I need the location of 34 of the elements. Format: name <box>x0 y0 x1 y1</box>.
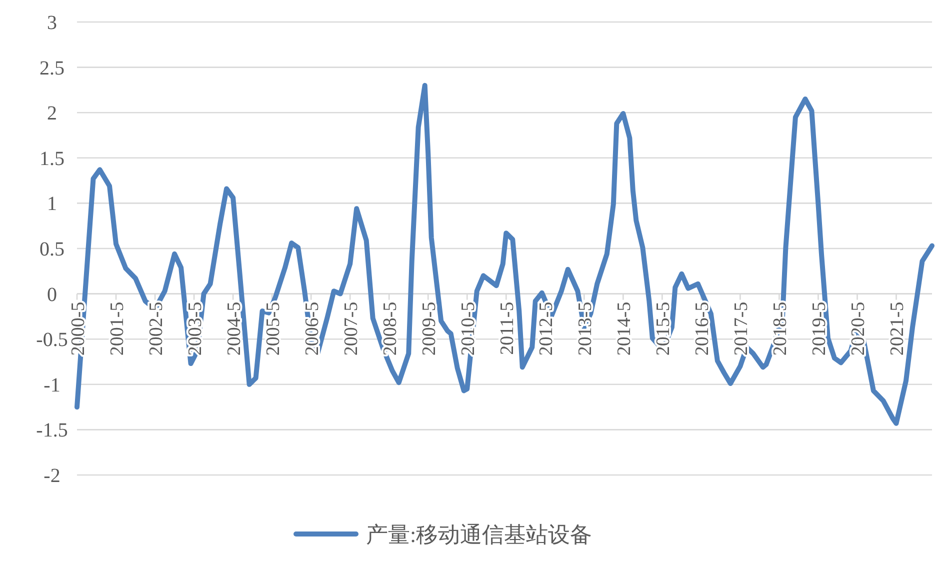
y-tick-label: -2 <box>44 465 60 487</box>
x-tick-label: 2016-5 <box>692 302 714 356</box>
x-tick-label: 2006-5 <box>302 302 324 356</box>
x-tick-label: 2021-5 <box>887 302 908 356</box>
y-tick-label: 3 <box>47 12 57 34</box>
y-tick-label: -1.5 <box>36 420 68 442</box>
x-tick-label: 2002-5 <box>146 302 168 356</box>
x-tick-label: 2005-5 <box>263 302 284 356</box>
y-tick-label: 0 <box>47 284 57 306</box>
x-tick-label: 2020-5 <box>848 302 870 356</box>
y-tick-label: -0.5 <box>36 329 68 352</box>
y-tick-label: 1 <box>47 193 57 216</box>
x-tick-label: 2008-5 <box>380 302 402 356</box>
x-tick-label: 2012-5 <box>536 302 558 356</box>
x-tick-label: 2018-5 <box>770 302 792 356</box>
x-tick-label: 2001-5 <box>107 302 128 356</box>
x-tick-label: 2015-5 <box>653 302 674 356</box>
x-tick-label: 2019-5 <box>809 302 830 356</box>
x-tick-label: 2014-5 <box>614 302 636 356</box>
y-tick-label: 2.5 <box>40 57 64 80</box>
y-tick-label: -1 <box>44 374 60 396</box>
legend-label: 产量:移动通信基站设备 <box>366 522 592 547</box>
x-tick-label: 2004-5 <box>224 302 246 356</box>
x-tick-label: 2009-5 <box>419 302 440 356</box>
x-tick-label: 2007-5 <box>341 302 362 356</box>
x-tick-label: 2010-5 <box>458 302 480 356</box>
x-tick-label: 2000-5 <box>68 302 89 356</box>
x-tick-label: 2003-5 <box>185 302 206 356</box>
y-tick-label: 0.5 <box>40 238 64 260</box>
y-tick-label: 2 <box>47 102 57 125</box>
x-tick-label: 2013-5 <box>575 302 596 356</box>
y-tick-label: 1.5 <box>40 148 64 170</box>
x-tick-label: 2011-5 <box>497 302 518 355</box>
x-tick-label: 2017-5 <box>731 302 752 356</box>
